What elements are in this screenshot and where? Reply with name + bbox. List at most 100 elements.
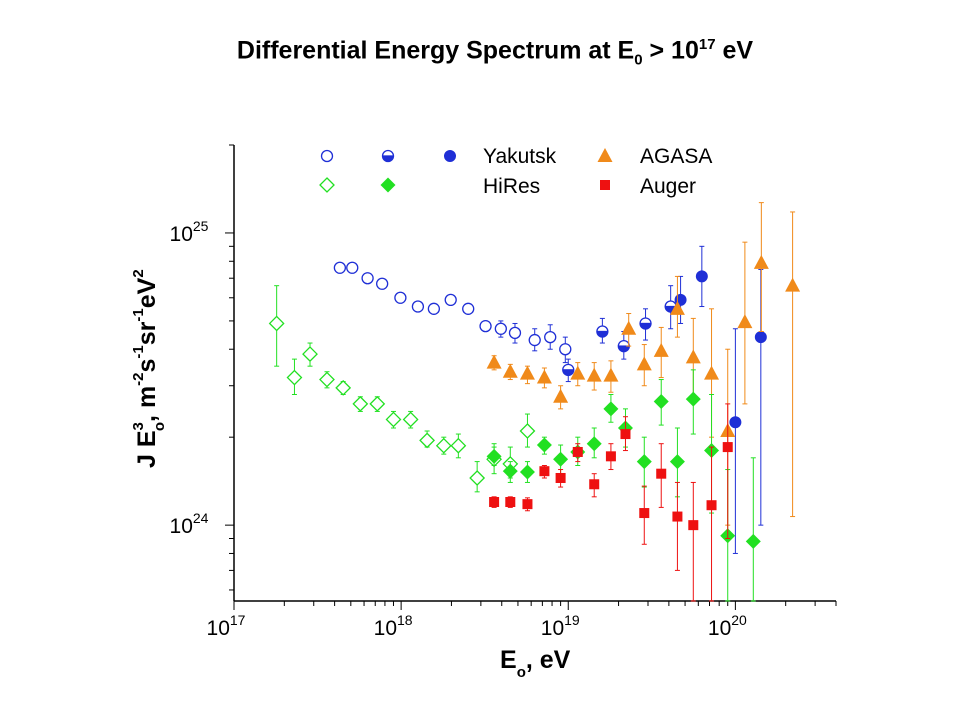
x-axis-title-part: E [500,646,517,674]
data-point [737,314,753,329]
data-point [376,277,389,290]
data-point [722,442,733,453]
marker-half-fill [382,156,394,162]
data-point [486,448,502,464]
data-point [586,367,602,382]
series-4 [268,285,536,493]
legend-marker-yakutsk-half [381,149,395,163]
y-axis-title-part: sr [133,321,161,345]
data-point [653,393,669,409]
y-axis-title-superscript: -1 [130,345,147,358]
data-point [562,363,575,376]
x-tick-label: 1020 [708,612,747,640]
data-point [486,354,502,369]
data-point [319,371,335,388]
data-point [620,429,631,440]
marker-half-fill [596,331,608,337]
title-text-mid: > 10 [642,36,699,65]
title-superscript: 17 [698,36,716,53]
data-point [469,470,486,486]
y-axis-title-superscript: -2 [130,372,147,385]
data-point [555,472,566,483]
data-point [268,315,285,332]
data-point [435,437,452,454]
data-point [669,300,685,315]
marker-half-fill [562,369,574,376]
data-point [669,454,685,470]
data-point [603,401,619,417]
data-point [519,464,535,480]
data-point [335,379,352,396]
data-point [302,346,318,362]
x-tick-base: 10 [207,617,230,640]
data-point [536,369,552,384]
data-point [411,300,425,313]
legend-marker-yakutsk-open [320,149,334,163]
x-tick-label: 1017 [207,612,246,640]
title-text: Differential Energy Spectrum at E [236,36,635,65]
legend-marker-hires-filled [380,177,396,193]
data-point [672,511,683,522]
y-axis-title-part: s [133,359,161,373]
x-tick-base: 10 [708,617,731,640]
y-tick-exponent: 24 [193,510,209,526]
x-tick-base: 10 [374,617,397,640]
data-point [402,411,419,428]
legend-marker-yakutsk-filled [444,150,456,162]
x-tick-exponent: 20 [731,612,747,628]
x-tick-exponent: 19 [564,612,580,628]
data-point [596,325,609,338]
marker-half-fill [618,346,630,352]
data-point [462,302,475,315]
data-point [519,423,536,439]
y-axis-title-part: , m [133,386,161,422]
marker-half-fill [640,323,652,329]
data-point [559,343,572,356]
data-point [489,497,500,508]
data-point [553,388,569,403]
data-point [479,319,492,333]
data-point [419,432,436,449]
data-point [639,317,652,330]
x-tick-base: 10 [541,617,564,640]
data-point [653,342,669,357]
y-tick-label: 1025 [170,218,209,246]
data-point [706,500,717,511]
data-point [636,454,652,470]
y-axis-title-superscript: 2 [130,269,147,277]
data-point [656,468,667,479]
data-point [286,369,303,386]
data-point [502,463,518,479]
legend-marker-hires-open [319,177,335,193]
data-point [688,520,699,531]
data-point [621,320,637,335]
data-point [444,293,457,307]
y-tick-label: 1024 [170,510,209,538]
data-point [427,302,441,315]
y-tick-base: 10 [170,515,193,538]
data-point [785,277,801,292]
data-point [494,322,507,335]
data-point [685,391,701,407]
data-point [553,451,569,467]
series-3 [486,202,801,526]
x-tick-label: 1019 [541,612,580,640]
data-point [369,395,386,412]
data-point [695,270,708,283]
x-axis-title-part: , eV [526,646,571,674]
data-point [729,416,742,429]
y-axis-title-subscript: o [151,422,168,431]
data-point [528,333,541,347]
data-point [636,356,652,371]
data-point [352,395,369,412]
data-point [639,508,650,519]
data-point [361,272,374,285]
legend-label-hires: HiRes [483,175,540,198]
y-axis-title-part: eV [133,277,161,308]
data-point [508,326,522,340]
data-point [519,365,535,380]
chart-title: Differential Energy Spectrum at E0 > 101… [0,36,960,68]
data-point [572,446,583,457]
data-point [603,367,619,382]
